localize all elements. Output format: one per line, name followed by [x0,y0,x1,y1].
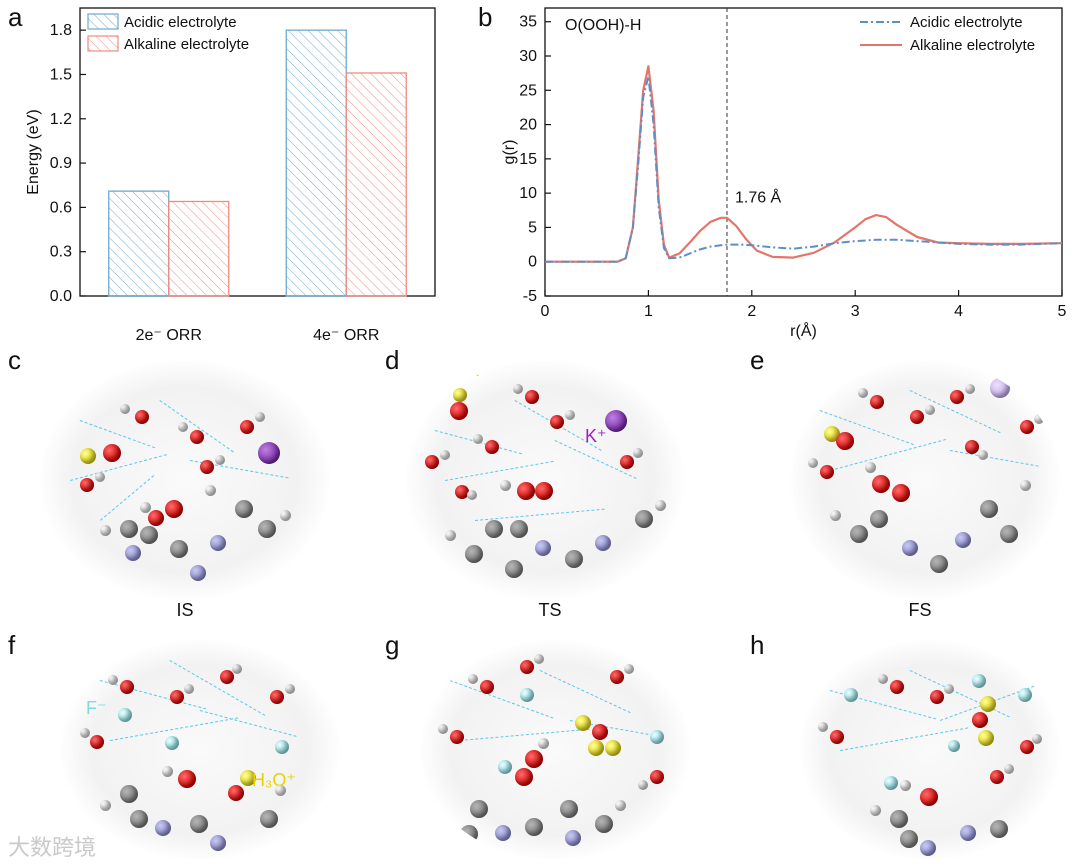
x-tick-label-b-1: 1 [644,303,653,320]
x-tick-label-b-4: 4 [954,303,963,320]
y-tick-label-b-3: 10 [519,185,537,202]
bar-alkaline-0 [168,200,230,297]
plot-frame-b [544,7,1063,297]
legend-swatch-a-1 [87,35,119,52]
y-tick-label-b-8: 35 [519,14,537,31]
panel-letter-d: d [385,345,400,375]
y-tick-label-b-1: 0 [528,254,537,271]
y-tick-label-a-1: 0.3 [50,244,72,261]
state-label-ts: TS [538,600,562,620]
molecule-snapshot-f: F⁻ H₃O⁺ [60,640,340,860]
label-f-minus: F⁻ [86,698,107,718]
y-tick-label-a-2: 0.6 [50,199,72,216]
plot-frame-a [79,7,436,297]
series-line-acidic [545,75,1063,263]
y-tick-label-a-5: 1.5 [50,66,72,83]
x-tick-label-a-0: 2e⁻ ORR [136,327,202,344]
watermark-logo: 大数跨境 [8,836,97,861]
y-tick-label-a-6: 1.8 [50,22,72,39]
y-tick-label-a-0: 0.0 [50,288,72,305]
y-tick-label-a-4: 1.2 [50,111,72,128]
chart-title-b: O(OOH)-H [565,17,641,34]
y-tick-label-b-0: -5 [523,288,537,305]
x-axis-label-b: r(Å) [790,321,817,340]
series-line-alkaline [545,65,1063,263]
label-k-plus: K⁺ [585,426,607,446]
bar-chart-energy: 0.0 0.3 0.6 0.9 1.2 1.5 1.8 Energy (eV) 2e⁻ ORR 4… [25,7,436,344]
panel-letter-f: f [8,630,16,660]
x-tick-label-a-1: 4e⁻ ORR [313,327,379,344]
x-tick-label-b-3: 3 [851,303,860,320]
label-h3o-plus: H₃O⁺ [252,770,296,790]
x-tick-label-b-5: 5 [1058,303,1067,320]
legend-swatch-a-0 [87,13,119,30]
legend-label-b-0: Acidic electrolyte [910,14,1023,31]
molecule-snapshot-fs [790,360,1060,600]
x-tick-label-b-2: 2 [747,303,756,320]
label-oh-minus: OH⁻ [453,360,490,380]
y-tick-label-b-5: 20 [519,117,537,134]
bar-acidic-1 [285,29,347,297]
y-tick-label-a-3: 0.9 [50,155,72,172]
state-label-fs: FS [908,600,932,620]
panel-letter-h: h [750,630,765,660]
legend-label-a-1: Alkaline electrolyte [124,36,249,53]
panel-letter-b: b [478,2,493,32]
y-tick-label-b-7: 30 [519,48,537,65]
charts-canvas: 0.0 0.3 0.6 0.9 1.2 1.5 1.8 Energy (eV) 2e⁻ ORR 4… [25,7,1067,344]
legend-label-b-1: Alkaline electrolyte [910,37,1035,54]
state-label-is: IS [176,600,194,620]
legend-label-a-0: Acidic electrolyte [124,14,237,31]
x-tick-label-b-0: 0 [541,303,550,320]
panel-letter-e: e [750,345,765,375]
y-axis-label-a: Energy (eV) [25,109,42,194]
y-tick-label-b-4: 15 [519,151,537,168]
molecule-snapshot-is [40,360,330,600]
y-tick-label-b-6: 25 [519,82,537,99]
molecule-snapshot-h [800,640,1060,860]
molecule-snapshot-g [420,640,690,860]
panel-letter-a: a [8,2,23,32]
panel-letter-g: g [385,630,400,660]
y-axis-label-b: g(r) [501,140,518,165]
annotation-label-b: 1.76 Å [735,188,782,207]
bar-alkaline-1 [345,72,407,297]
molecule-snapshot-ts: OH⁻ K⁺ [405,360,685,600]
bar-acidic-0 [108,190,170,297]
y-tick-label-b-2: 5 [528,219,537,236]
panel-letter-c: c [8,345,21,375]
